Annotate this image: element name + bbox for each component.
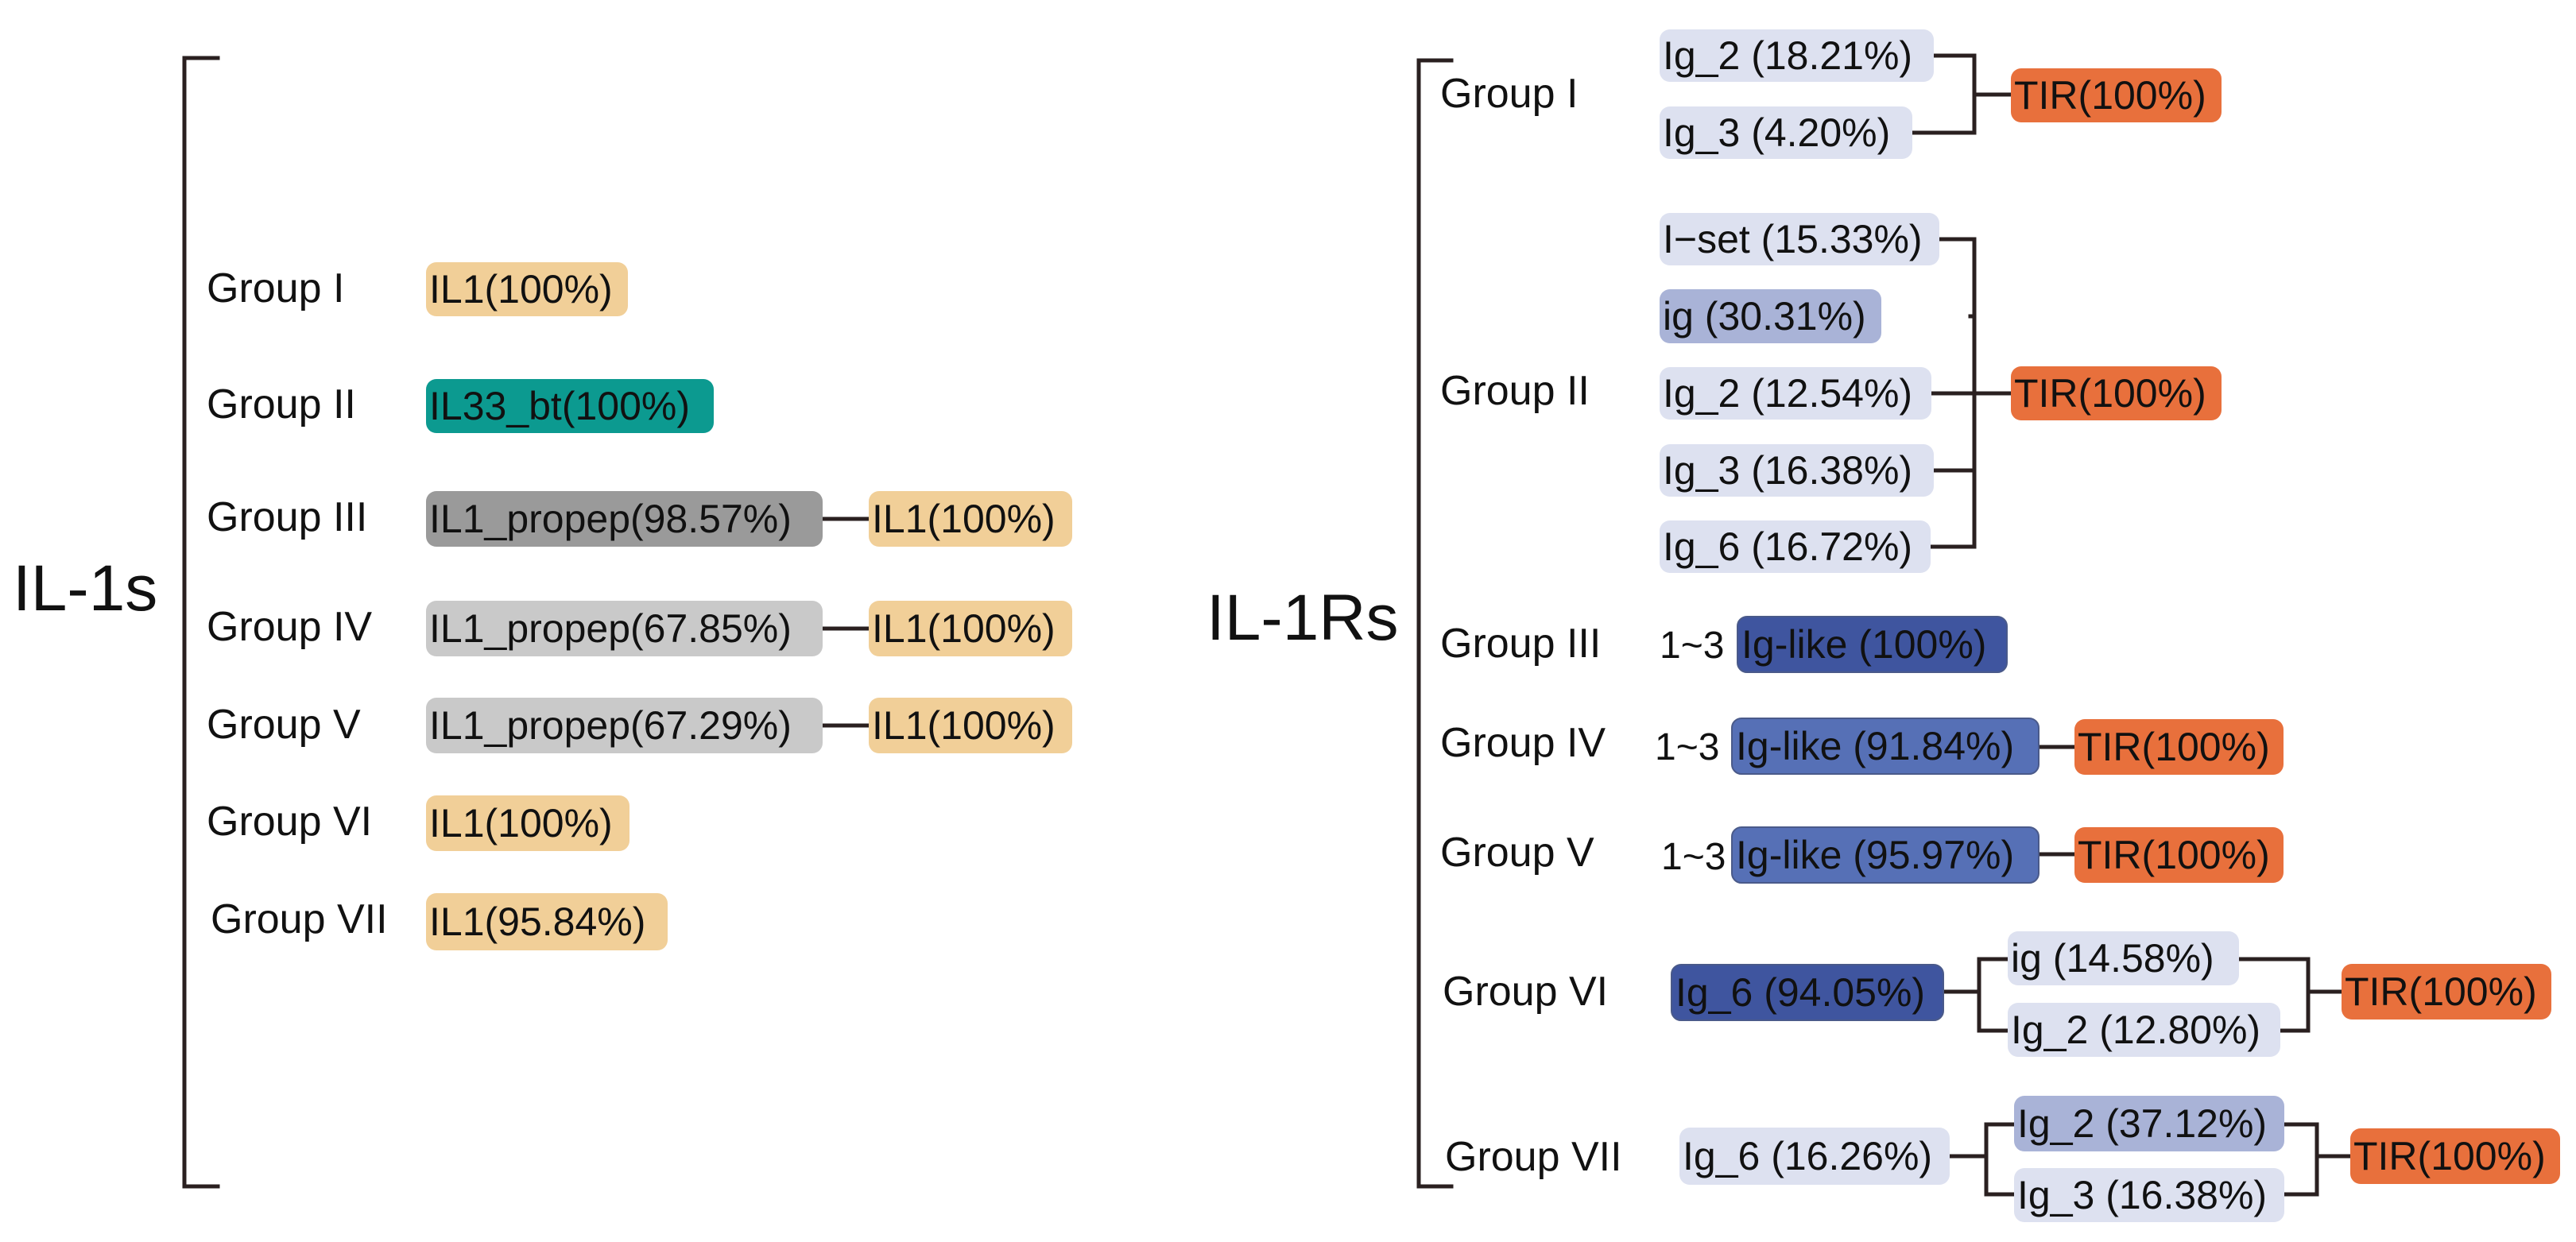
il1rs-group-6-ig2-domain: Ig_2 (12.80%)	[2008, 1003, 2280, 1057]
il1s-group-4-propep-domain: IL1_propep(67.85%)	[426, 601, 823, 656]
il1rs-group-2-label: Group II	[1440, 368, 1590, 414]
il1s-group-4-il1-domain: IL1(100%)	[869, 601, 1072, 656]
il1s-group-4-label: Group IV	[207, 604, 373, 650]
il1rs-group-1-ig2-domain: Ig_2 (18.21%)	[1660, 29, 1934, 82]
il1rs-group-2-ig3-domain: Ig_3 (16.38%)	[1660, 444, 1934, 497]
il1rs-group-5-iglike-domain: Ig-like (95.97%)	[1731, 826, 2039, 884]
il1rs-group-7-ig2-domain: Ig_2 (37.12%)	[2014, 1096, 2284, 1151]
il1s-group-3-il1-domain: IL1(100%)	[869, 491, 1072, 547]
il1s-group-1-label: Group I	[207, 265, 345, 311]
g2-merge	[1928, 237, 2013, 549]
il1rs-group-2-ig2-domain: Ig_2 (12.54%)	[1660, 367, 1931, 420]
il1s-group-6-il1-domain: IL1(100%)	[426, 795, 629, 851]
il1rs-group-2-ig-domain: ig (30.31%)	[1660, 289, 1881, 343]
il1s-group-2-label: Group II	[207, 381, 356, 428]
il1s-group-6-label: Group VI	[207, 799, 373, 845]
il1s-title: IL-1s	[13, 552, 158, 625]
il1s-group-7-label: Group VII	[211, 896, 388, 942]
il1s-group-7-il1-domain: IL1(95.84%)	[426, 893, 668, 950]
il1s-group-3-propep-domain: IL1_propep(98.57%)	[426, 491, 823, 547]
il1s-group-5-il1-domain: IL1(100%)	[869, 698, 1072, 753]
g7-merge	[1947, 1122, 2353, 1197]
il1rs-group-5-tir-domain: TIR(100%)	[2074, 827, 2284, 883]
g6-merge	[1942, 957, 2344, 1033]
il1rs-group-6-label: Group VI	[1443, 969, 1609, 1015]
il1rs-group-7-ig6-domain: Ig_6 (16.26%)	[1679, 1128, 1950, 1185]
il1rs-bracket	[1416, 58, 1454, 1189]
il1rs-group-3-count: 1~3	[1660, 625, 1725, 667]
il1rs-group-6-tir-domain: TIR(100%)	[2342, 964, 2551, 1020]
il1rs-group-4-label: Group IV	[1440, 720, 1606, 766]
il1rs-group-7-ig3-domain: Ig_3 (16.38%)	[2014, 1168, 2284, 1222]
il1rs-group-5-label: Group V	[1440, 830, 1594, 876]
il1s-group-2-il33-domain: IL33_bt(100%)	[426, 379, 714, 433]
il1rs-group-2-tir-domain: TIR(100%)	[2011, 366, 2222, 420]
il1rs-group-3-label: Group III	[1440, 621, 1602, 667]
il1rs-group-6-ig-domain: ig (14.58%)	[2008, 931, 2239, 985]
il1s-group-3-label: Group III	[207, 494, 368, 540]
il1rs-group-1-ig3-domain: Ig_3 (4.20%)	[1660, 106, 1912, 159]
il1rs-group-6-ig6-domain: Ig_6 (94.05%)	[1671, 964, 1944, 1021]
il1s-group-5-label: Group V	[207, 702, 361, 748]
il1rs-group-1-tir-domain: TIR(100%)	[2011, 68, 2222, 122]
il1s-bracket	[182, 56, 220, 1189]
il1rs-group-4-count: 1~3	[1655, 726, 1720, 768]
il1rs-group-3-iglike-domain: Ig-like (100%)	[1737, 616, 2008, 673]
il1rs-group-4-iglike-domain: Ig-like (91.84%)	[1731, 718, 2039, 775]
il1rs-group-2-iset-domain: I−set (15.33%)	[1660, 213, 1939, 265]
il1rs-group-2-ig6-domain: Ig_6 (16.72%)	[1660, 520, 1931, 573]
g1-merge	[1910, 53, 2013, 135]
il1s-group-1-il1-domain: IL1(100%)	[426, 262, 628, 316]
il1rs-group-7-tir-domain: TIR(100%)	[2350, 1128, 2560, 1184]
il1rs-title: IL-1Rs	[1207, 582, 1399, 654]
il1rs-group-4-tir-domain: TIR(100%)	[2074, 719, 2284, 775]
il1s-group-5-propep-domain: IL1_propep(67.29%)	[426, 698, 823, 753]
il1rs-group-5-count: 1~3	[1661, 836, 1726, 878]
il1rs-group-1-label: Group I	[1440, 71, 1579, 117]
il1rs-group-7-label: Group VII	[1445, 1134, 1622, 1180]
